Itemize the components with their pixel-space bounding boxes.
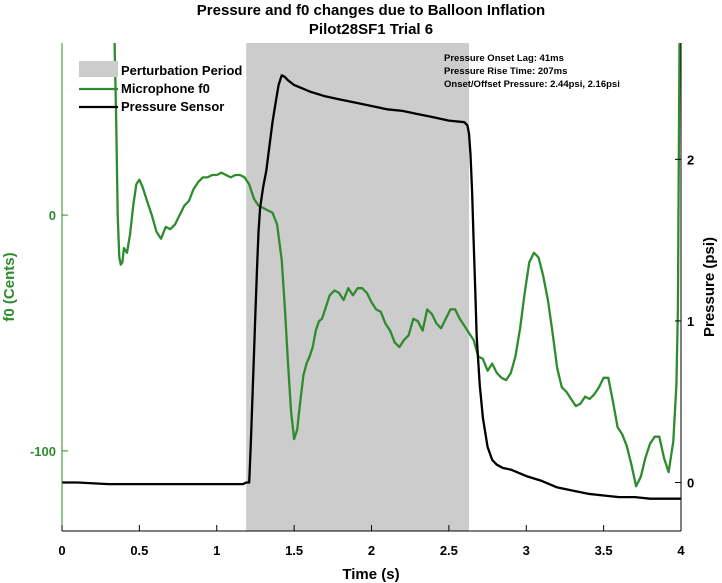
x-ticks: 0 0.5 1 1.5 2 2.5 3 3.5 4 xyxy=(58,525,685,558)
annotation-rise-time: Pressure Rise Time: 207ms xyxy=(444,66,567,77)
x-tick-label: 2.5 xyxy=(440,543,458,558)
right-y-axis-label: Pressure (psi) xyxy=(701,237,718,337)
right-y-ticks: 0 1 2 xyxy=(675,152,694,491)
x-tick-label: 1 xyxy=(213,543,220,558)
left-y-tick-label: 0 xyxy=(49,208,56,223)
right-y-tick-label: 0 xyxy=(687,476,694,491)
annotation-onset-lag: Pressure Onset Lag: 41ms xyxy=(444,53,564,64)
annotations: Pressure Onset Lag: 41ms Pressure Rise T… xyxy=(444,53,620,90)
legend-label-perturbation: Perturbation Period xyxy=(121,63,242,78)
legend-swatch-perturbation xyxy=(79,61,118,77)
f0-series-line xyxy=(113,42,681,488)
right-y-tick-label: 1 xyxy=(687,314,694,329)
left-y-ticks: 0 -100 xyxy=(30,208,68,459)
x-tick-label: 1.5 xyxy=(285,543,303,558)
left-y-axis-label: f0 (Cents) xyxy=(1,252,18,321)
x-axis-label: Time (s) xyxy=(342,566,399,583)
pressure-series-line xyxy=(62,74,681,500)
x-tick-label: 0.5 xyxy=(130,543,148,558)
annotation-onset-offset-pressure: Onset/Offset Pressure: 2.44psi, 2.16psi xyxy=(444,79,620,90)
x-tick-label: 3.5 xyxy=(595,543,613,558)
chart-title: Pressure and f0 changes due to Balloon I… xyxy=(197,2,545,19)
legend-label-pressure: Pressure Sensor xyxy=(121,99,224,114)
x-tick-label: 3 xyxy=(523,543,530,558)
perturbation-period-band xyxy=(246,43,469,531)
right-y-tick-label: 2 xyxy=(687,152,694,167)
plot-area xyxy=(62,42,681,531)
x-tick-label: 0 xyxy=(58,543,65,558)
legend: Perturbation Period Microphone f0 Pressu… xyxy=(79,61,242,114)
legend-label-f0: Microphone f0 xyxy=(121,81,210,96)
x-tick-label: 2 xyxy=(368,543,375,558)
x-tick-label: 4 xyxy=(677,543,685,558)
left-y-tick-label: -100 xyxy=(30,444,56,459)
chart-subtitle: Pilot28SF1 Trial 6 xyxy=(309,21,433,38)
